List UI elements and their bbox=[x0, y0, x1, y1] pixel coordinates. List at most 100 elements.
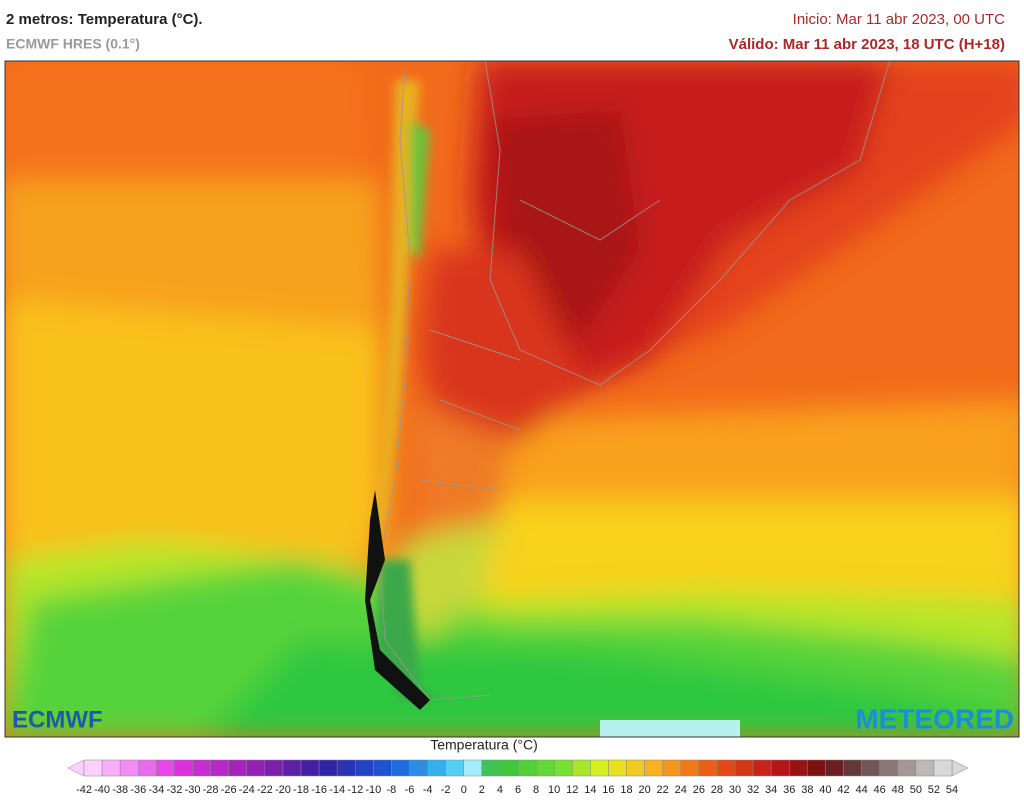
colorbar-label: 40 bbox=[819, 784, 831, 796]
colorbar-swatch bbox=[373, 759, 392, 777]
colorbar-swatch bbox=[933, 759, 953, 777]
valid-time: Válido: Mar 11 abr 2023, 18 UTC (H+18) bbox=[729, 36, 1005, 53]
colorbar-swatch bbox=[752, 759, 772, 777]
colorbar-label: -10 bbox=[365, 784, 381, 796]
colorbar-label: -38 bbox=[112, 784, 128, 796]
ecmwf-logo: ECMWF bbox=[12, 706, 103, 733]
colorbar-swatch bbox=[843, 759, 862, 777]
colorbar-swatch bbox=[336, 759, 356, 777]
colorbar-label: 2 bbox=[479, 784, 485, 796]
colorbar-swatch bbox=[770, 759, 790, 777]
colorbar-swatch bbox=[264, 759, 284, 777]
colorbar-swatch bbox=[445, 759, 464, 777]
colorbar-swatch bbox=[680, 759, 700, 777]
colorbar-label: 36 bbox=[783, 784, 795, 796]
colorbar-label: 20 bbox=[638, 784, 650, 796]
colorbar-swatch bbox=[499, 759, 519, 777]
colorbar-swatch bbox=[861, 759, 880, 777]
colorbar-label: -8 bbox=[387, 784, 397, 796]
colorbar-label: 38 bbox=[801, 784, 813, 796]
colorbar-label: -6 bbox=[405, 784, 415, 796]
colorbar-swatch bbox=[879, 759, 899, 777]
colorbar-label: 22 bbox=[657, 784, 669, 796]
colorbar-swatch bbox=[789, 759, 808, 777]
colorbar-swatch bbox=[228, 759, 248, 777]
colorbar-label: -40 bbox=[94, 784, 110, 796]
colorbar-label: -26 bbox=[221, 784, 237, 796]
colorbar-swatch bbox=[553, 759, 573, 777]
colorbar-swatch bbox=[427, 759, 446, 777]
colorbar-label: -32 bbox=[166, 784, 182, 796]
colorbar-swatch bbox=[138, 759, 157, 777]
colorbar-label: 32 bbox=[747, 784, 759, 796]
colorbar-label: 14 bbox=[584, 784, 596, 796]
colorbar-label: 30 bbox=[729, 784, 741, 796]
colorbar-label: -12 bbox=[347, 784, 363, 796]
colorbar-swatch bbox=[698, 759, 718, 777]
colorbar-label: 44 bbox=[855, 784, 867, 796]
colorbar-label: 26 bbox=[693, 784, 705, 796]
colorbar-swatch bbox=[210, 759, 229, 777]
colorbar-swatch bbox=[246, 759, 266, 777]
colorbar-label: -36 bbox=[130, 784, 146, 796]
colorbar-label: 52 bbox=[928, 784, 940, 796]
colorbar-swatch bbox=[644, 759, 663, 777]
colorbar-swatch bbox=[192, 759, 211, 777]
colorbar-high-arrow bbox=[951, 759, 969, 777]
meteored-logo: METEORED bbox=[855, 703, 1014, 734]
colorbar-label: -20 bbox=[275, 784, 291, 796]
colorbar-label: 10 bbox=[548, 784, 560, 796]
colorbar-swatch bbox=[174, 759, 193, 777]
colorbar-label: -30 bbox=[185, 784, 201, 796]
colorbar-swatch bbox=[282, 759, 302, 777]
colorbar-label: 34 bbox=[765, 784, 777, 796]
colorbar-swatch bbox=[517, 759, 537, 777]
colorbar-swatch bbox=[897, 759, 917, 777]
colorbar-swatch bbox=[481, 759, 501, 777]
colorbar-swatch bbox=[807, 759, 826, 777]
colorbar-label: -18 bbox=[293, 784, 309, 796]
colorbar-label: 42 bbox=[837, 784, 849, 796]
colorbar-label: 8 bbox=[533, 784, 539, 796]
colorbar-swatch bbox=[734, 759, 754, 777]
colorbar-swatch bbox=[463, 759, 483, 777]
subtitle: ECMWF HRES (0.1°) bbox=[6, 36, 140, 52]
colorbar-swatch bbox=[716, 759, 736, 777]
colorbar-label: 50 bbox=[910, 784, 922, 796]
colorbar-swatch bbox=[825, 759, 844, 777]
colorbar-swatch bbox=[318, 759, 338, 777]
colorbar-label: -14 bbox=[329, 784, 345, 796]
colorbar-swatch bbox=[590, 759, 609, 777]
colorbar-swatch bbox=[608, 759, 627, 777]
colorbar-swatch bbox=[355, 759, 374, 777]
colorbar-swatch bbox=[300, 759, 320, 777]
colorbar-label: 28 bbox=[711, 784, 723, 796]
colorbar-label: -4 bbox=[423, 784, 433, 796]
colorbar-swatch bbox=[409, 759, 428, 777]
colorbar-label: 48 bbox=[892, 784, 904, 796]
colorbar-label: -42 bbox=[76, 784, 92, 796]
colorbar-label: 16 bbox=[602, 784, 614, 796]
colorbar-swatch bbox=[101, 759, 121, 777]
colorbar-swatch bbox=[626, 759, 645, 777]
colorbar-label: -34 bbox=[148, 784, 164, 796]
colorbar-swatch bbox=[156, 759, 175, 777]
colorbar-swatch bbox=[83, 759, 103, 777]
title: 2 metros: Temperatura (°C). bbox=[6, 11, 203, 28]
colorbar-label: 0 bbox=[461, 784, 467, 796]
colorbar-label: -2 bbox=[441, 784, 451, 796]
colorbar-low-arrow bbox=[67, 759, 85, 777]
colorbar-swatch bbox=[662, 759, 682, 777]
colorbar-label: 4 bbox=[497, 784, 503, 796]
colorbar-label: 24 bbox=[675, 784, 687, 796]
map bbox=[5, 61, 1019, 737]
legend-title: Temperatura (°C) bbox=[430, 737, 538, 753]
colorbar-label: 6 bbox=[515, 784, 521, 796]
colorbar: -42 -40 -38 -36 -34 -32 -30 -28 -26 -24 -22 -20 -18-… bbox=[67, 759, 969, 796]
colorbar-label: -22 bbox=[257, 784, 273, 796]
colorbar-swatch bbox=[915, 759, 935, 777]
colorbar-label: 12 bbox=[566, 784, 578, 796]
colorbar-label: -28 bbox=[203, 784, 219, 796]
colorbar-swatch bbox=[572, 759, 591, 777]
